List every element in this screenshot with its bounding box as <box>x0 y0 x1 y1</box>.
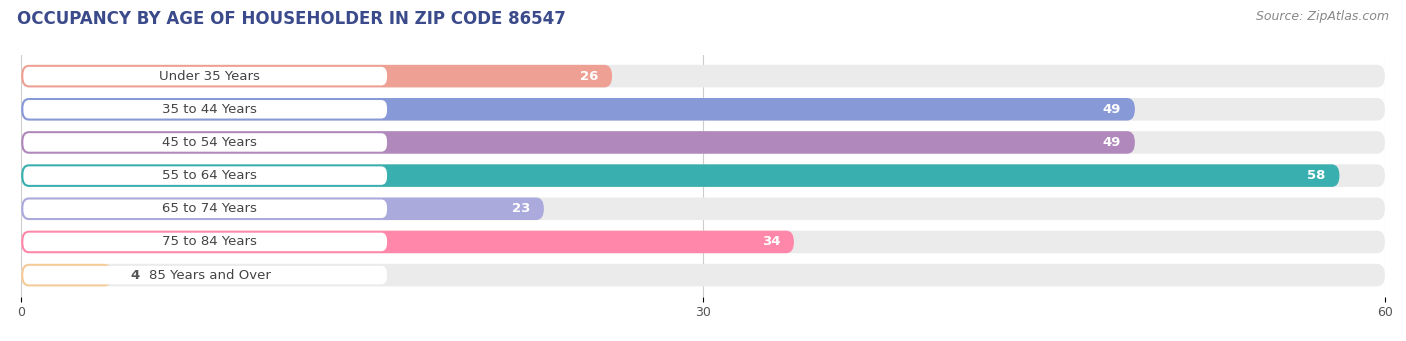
Text: 35 to 44 Years: 35 to 44 Years <box>162 103 257 116</box>
Text: 75 to 84 Years: 75 to 84 Years <box>162 235 257 249</box>
FancyBboxPatch shape <box>21 231 794 253</box>
FancyBboxPatch shape <box>24 266 387 284</box>
FancyBboxPatch shape <box>21 164 1340 187</box>
Text: Under 35 Years: Under 35 Years <box>159 70 260 83</box>
FancyBboxPatch shape <box>24 100 387 119</box>
FancyBboxPatch shape <box>21 264 112 286</box>
Text: 34: 34 <box>762 235 780 249</box>
FancyBboxPatch shape <box>24 166 387 185</box>
Text: OCCUPANCY BY AGE OF HOUSEHOLDER IN ZIP CODE 86547: OCCUPANCY BY AGE OF HOUSEHOLDER IN ZIP C… <box>17 10 565 28</box>
FancyBboxPatch shape <box>24 199 387 218</box>
Text: 45 to 54 Years: 45 to 54 Years <box>162 136 257 149</box>
FancyBboxPatch shape <box>21 65 1385 87</box>
Text: 55 to 64 Years: 55 to 64 Years <box>162 169 257 182</box>
Text: 85 Years and Over: 85 Years and Over <box>149 269 271 282</box>
FancyBboxPatch shape <box>21 264 1385 286</box>
Text: 49: 49 <box>1102 103 1121 116</box>
FancyBboxPatch shape <box>21 164 1385 187</box>
Text: 4: 4 <box>131 269 139 282</box>
FancyBboxPatch shape <box>21 231 1385 253</box>
FancyBboxPatch shape <box>24 233 387 251</box>
Text: 23: 23 <box>512 202 530 215</box>
Text: 58: 58 <box>1308 169 1326 182</box>
FancyBboxPatch shape <box>24 133 387 152</box>
FancyBboxPatch shape <box>21 98 1385 121</box>
FancyBboxPatch shape <box>21 131 1135 154</box>
FancyBboxPatch shape <box>21 65 612 87</box>
FancyBboxPatch shape <box>21 197 544 220</box>
Text: 26: 26 <box>581 70 599 83</box>
Text: 65 to 74 Years: 65 to 74 Years <box>162 202 257 215</box>
FancyBboxPatch shape <box>24 67 387 85</box>
Text: Source: ZipAtlas.com: Source: ZipAtlas.com <box>1256 10 1389 23</box>
FancyBboxPatch shape <box>21 98 1135 121</box>
FancyBboxPatch shape <box>21 197 1385 220</box>
FancyBboxPatch shape <box>21 131 1385 154</box>
Text: 49: 49 <box>1102 136 1121 149</box>
